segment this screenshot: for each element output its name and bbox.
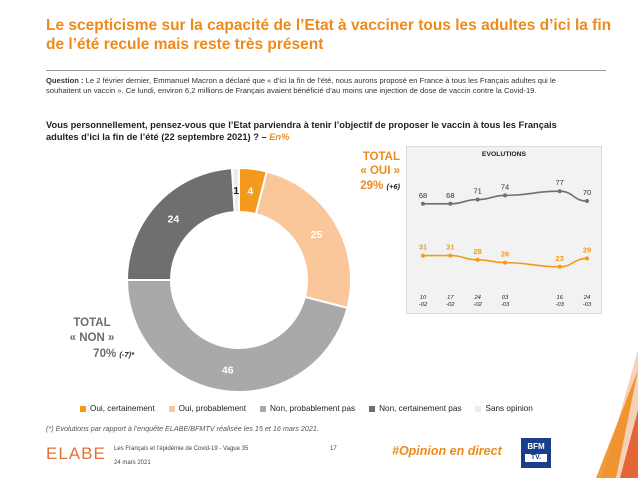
- evo-value-non: 68: [419, 191, 427, 200]
- total-non-value: 70%: [93, 348, 117, 360]
- legend-label: Oui, probablement: [178, 404, 246, 413]
- evo-line-non: [423, 190, 588, 205]
- bfm-logo-line2: TV.: [525, 454, 547, 462]
- evo-value-non: 70: [583, 188, 591, 197]
- evo-value-oui: 23: [555, 254, 563, 263]
- evo-tick-label: 03: [502, 295, 509, 301]
- evo-value-non: 77: [555, 178, 563, 187]
- page-number: 17: [330, 446, 337, 452]
- total-non-line2: « NON »: [69, 332, 115, 344]
- evo-value-oui: 29: [583, 245, 591, 254]
- evo-point-non: [421, 201, 425, 206]
- evo-tick-label-sub: -02: [473, 302, 482, 308]
- evo-point-non: [503, 193, 507, 198]
- legend-item-non-probablement-pas: Non, probablement pas: [259, 404, 356, 413]
- legend-item-oui-probablement: Oui, probablement: [168, 404, 246, 413]
- evo-point-non: [475, 197, 480, 202]
- legend-label: Sans opinion: [485, 404, 533, 413]
- donut-label-1: 25: [311, 229, 323, 241]
- legend-swatch: [369, 405, 376, 412]
- question-context: Question : Le 2 février dernier, Emmanue…: [46, 76, 586, 97]
- legend-item-oui-certainement: Oui, certainement: [80, 404, 155, 413]
- total-oui-value: 29%: [360, 180, 384, 192]
- legend-label: Non, probablement pas: [269, 404, 356, 413]
- evo-point-non: [448, 201, 453, 206]
- donut-slice-2: [125, 279, 349, 393]
- unit-note: En%: [269, 132, 290, 142]
- evo-point-oui: [585, 256, 589, 261]
- evo-tick-label: 24: [583, 295, 590, 301]
- question-main-text: Vous personnellement, pensez-vous que l’…: [46, 120, 557, 142]
- evo-tick-label-sub: -02: [419, 302, 428, 308]
- evo-value-oui: 31: [419, 243, 427, 252]
- evo-point-oui: [421, 253, 425, 258]
- legend-swatch: [80, 405, 86, 412]
- footer-source: Les Français et l’épidémie de Covid-19 -…: [114, 446, 249, 452]
- donut-label-3: 24: [168, 213, 180, 225]
- legend-label: Oui, certainement: [90, 404, 155, 413]
- evo-value-non: 74: [501, 182, 509, 191]
- question-label: Question :: [46, 76, 84, 85]
- evo-value-oui: 28: [473, 247, 481, 256]
- bfmtv-logo: BFM TV.: [521, 438, 551, 468]
- donut-slice-3: [125, 167, 236, 281]
- evo-tick-label-sub: -03: [555, 302, 564, 308]
- legend-swatch: [475, 405, 482, 412]
- evo-tick-label-sub: -03: [583, 302, 592, 308]
- evo-tick-label: 10: [420, 295, 427, 301]
- evolutions-panel: EVOLUTIONS 68 68 71 74 77 70 31 31 28 26 23 29 10 -02…: [406, 146, 602, 314]
- evo-tick-label-sub: -02: [446, 302, 455, 308]
- chart-legend: Oui, certainement Oui, probablement Non,…: [80, 404, 638, 413]
- total-non-callout: TOTAL « NON » 70% (-7)*: [50, 316, 134, 363]
- footer-date: 24 mars 2021: [114, 460, 151, 466]
- legend-swatch: [259, 405, 266, 412]
- total-oui-callout: TOTAL « OUI » 29% (+6): [320, 150, 400, 195]
- donut-label-4: 1: [233, 185, 239, 197]
- legend-label: Non, certainement pas: [379, 404, 462, 413]
- evo-tick-label: 24: [473, 295, 480, 301]
- total-oui-delta: (+6): [386, 182, 400, 191]
- donut-label-0: 4: [247, 186, 253, 198]
- donut-slice-4: [230, 166, 240, 214]
- page-title: Le scepticisme sur la capacité de l’Etat…: [46, 17, 612, 53]
- footnote: (*) Evolutions par rapport à l’enquête E…: [46, 424, 319, 433]
- evo-value-oui: 26: [501, 250, 509, 259]
- total-oui-line1: TOTAL: [362, 151, 400, 163]
- evo-point-oui: [448, 253, 453, 258]
- brand-decoration-icon: [596, 350, 638, 478]
- hashtag: #Opinion en direct: [392, 444, 502, 458]
- legend-item-sans-opinion: Sans opinion: [475, 404, 533, 413]
- elabe-logo: ELABE: [46, 444, 106, 463]
- evo-tick-label-sub: -03: [501, 302, 510, 308]
- evo-line-oui: [422, 254, 588, 268]
- legend-item-non-certainement-pas: Non, certainement pas: [369, 404, 461, 413]
- donut-label-2: 46: [222, 364, 234, 376]
- evo-tick-label: 17: [447, 295, 454, 301]
- evo-value-oui: 31: [446, 243, 454, 252]
- question-text: Le 2 février dernier, Emmanuel Macron a …: [46, 76, 556, 96]
- total-oui-line2: « OUI »: [360, 165, 400, 177]
- total-non-line1: TOTAL: [73, 317, 111, 329]
- question-main: Vous personnellement, pensez-vous que l’…: [46, 119, 586, 143]
- title-divider: [46, 70, 606, 71]
- legend-swatch: [168, 405, 175, 412]
- evo-point-non: [557, 189, 562, 194]
- evo-value-non: 68: [446, 191, 454, 200]
- evo-point-oui: [475, 257, 480, 262]
- evo-tick-label: 16: [556, 295, 563, 301]
- bfm-logo-line1: BFM: [527, 442, 545, 451]
- evo-point-oui: [503, 260, 507, 265]
- total-non-delta: (-7)*: [119, 350, 134, 359]
- evo-point-oui: [557, 264, 562, 269]
- evo-value-non: 71: [473, 187, 481, 196]
- evo-point-non: [585, 199, 589, 203]
- evolutions-title: EVOLUTIONS: [481, 151, 527, 158]
